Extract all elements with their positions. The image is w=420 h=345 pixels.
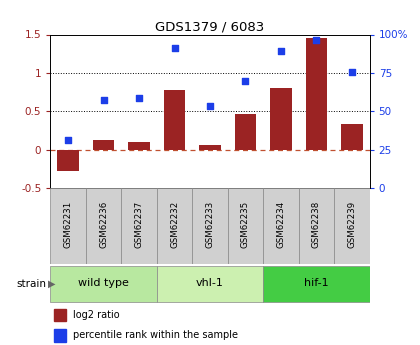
Bar — [157, 266, 263, 302]
Text: GSM62236: GSM62236 — [99, 201, 108, 248]
Text: percentile rank within the sample: percentile rank within the sample — [73, 331, 238, 341]
Point — [100, 97, 107, 102]
Text: GSM62231: GSM62231 — [64, 201, 73, 248]
Text: log2 ratio: log2 ratio — [73, 310, 119, 320]
Point — [349, 69, 355, 75]
Bar — [93, 140, 114, 150]
Bar — [341, 124, 362, 150]
Bar — [50, 266, 157, 302]
Title: GDS1379 / 6083: GDS1379 / 6083 — [155, 20, 265, 33]
Bar — [54, 329, 66, 342]
Bar — [235, 114, 256, 150]
Bar — [299, 188, 334, 264]
Text: ▶: ▶ — [48, 279, 56, 289]
Bar — [270, 88, 291, 150]
Point — [313, 37, 320, 43]
Text: GSM62234: GSM62234 — [276, 201, 286, 248]
Point — [278, 48, 284, 53]
Bar — [121, 188, 157, 264]
Text: GSM62239: GSM62239 — [347, 201, 356, 248]
Text: GSM62237: GSM62237 — [134, 201, 144, 248]
Bar — [50, 188, 86, 264]
Text: strain: strain — [16, 279, 46, 289]
Text: vhl-1: vhl-1 — [196, 278, 224, 288]
Bar — [129, 142, 150, 150]
Bar — [192, 188, 228, 264]
Bar — [54, 308, 66, 321]
Bar — [334, 188, 370, 264]
Bar — [263, 188, 299, 264]
Text: GSM62235: GSM62235 — [241, 201, 250, 248]
Text: GSM62233: GSM62233 — [205, 201, 215, 248]
Point — [65, 137, 71, 142]
Bar — [164, 90, 185, 150]
Text: GSM62238: GSM62238 — [312, 201, 321, 248]
Point — [171, 45, 178, 50]
Text: hif-1: hif-1 — [304, 278, 329, 288]
Bar — [157, 188, 192, 264]
Point — [136, 96, 142, 101]
Bar — [86, 188, 121, 264]
Bar — [263, 266, 370, 302]
Bar — [200, 145, 221, 150]
Bar — [58, 150, 79, 171]
Bar — [306, 38, 327, 150]
Bar — [228, 188, 263, 264]
Text: wild type: wild type — [78, 278, 129, 288]
Text: GSM62232: GSM62232 — [170, 201, 179, 248]
Point — [207, 103, 213, 109]
Point — [242, 78, 249, 83]
